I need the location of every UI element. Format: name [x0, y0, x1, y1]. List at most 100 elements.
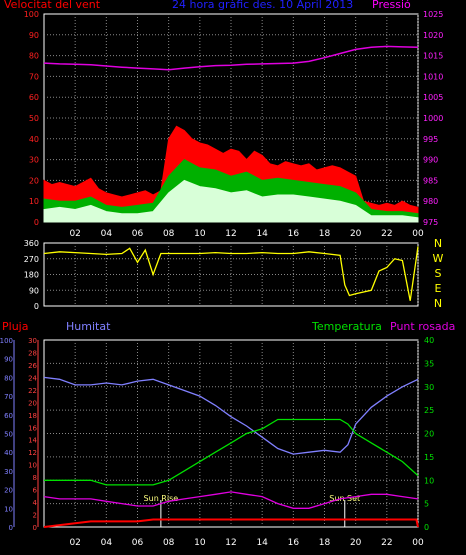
mid-y-tick-1: 90	[29, 286, 39, 295]
top-x-tick-10: 22	[381, 229, 392, 239]
bot-x-tick-3: 08	[163, 538, 175, 548]
humidity-axis-label: Humitat	[66, 320, 111, 333]
temp-tick-8: 40	[424, 336, 434, 345]
compass-label-3: E	[435, 282, 442, 295]
bot-x-tick-10: 22	[381, 538, 392, 548]
temp-tick-7: 35	[424, 359, 434, 368]
bot-x-tick-8: 18	[319, 538, 331, 548]
temperature-line	[44, 418, 419, 486]
top-y2-tick-4: 995	[423, 135, 438, 144]
top-x-tick-9: 20	[350, 229, 362, 239]
top-y2-tick-3: 990	[423, 156, 438, 165]
bot-x-tick-0: 02	[69, 538, 80, 548]
humidity-line	[43, 376, 419, 455]
top-y2-tick-2: 985	[423, 176, 438, 185]
rain-scale-tick-14: 28	[28, 349, 37, 357]
bot-x-tick-9: 20	[350, 538, 362, 548]
temp-tick-4: 20	[424, 430, 434, 439]
mid-y-tick-3: 270	[24, 255, 39, 264]
top-x-tick-1: 04	[101, 229, 113, 239]
pressure-axis-label: Pressió	[372, 0, 411, 11]
mid-y-tick-2: 180	[24, 271, 39, 280]
top-y2-tick-8: 1015	[423, 52, 443, 61]
bot-x-tick-1: 04	[101, 538, 113, 548]
temp-tick-5: 25	[424, 406, 434, 415]
humidity-scale-tick-5: 50	[4, 431, 13, 439]
top-y-tick-4: 40	[29, 135, 39, 144]
top-y-tick-10: 100	[24, 10, 39, 19]
top-y-tick-5: 50	[29, 114, 39, 123]
top-x-tick-8: 18	[319, 229, 331, 239]
compass-label-4: N	[434, 297, 442, 310]
top-y-tick-8: 80	[29, 52, 39, 61]
wind-pressure-chart: 0102030405060708090100975980985990995100…	[24, 10, 444, 239]
rain-scale-tick-11: 22	[28, 387, 37, 395]
bot-x-tick-2: 06	[132, 538, 144, 548]
humidity-scale-tick-2: 20	[4, 487, 13, 495]
rain-scale-tick-13: 26	[28, 362, 37, 370]
humidity-scale-tick-4: 40	[4, 449, 13, 457]
rain-scale-tick-2: 4	[33, 499, 38, 507]
top-x-tick-2: 06	[132, 229, 144, 239]
top-x-tick-11: 00	[412, 229, 424, 239]
chart-title: 24 hora gràfic des. 10 April 2013	[172, 0, 354, 11]
humidity-scale-tick-10: 100	[0, 337, 13, 345]
temp-tick-2: 10	[424, 476, 434, 485]
bot-x-tick-11: 00	[412, 538, 424, 548]
top-y2-tick-1: 980	[423, 197, 438, 206]
mid-y-tick-4: 360	[24, 239, 39, 248]
top-y-tick-0: 0	[34, 218, 39, 227]
mid-y-tick-0: 0	[34, 302, 39, 311]
top-x-tick-0: 02	[69, 229, 80, 239]
compass-label-0: N	[434, 237, 442, 250]
rain-scale-tick-12: 24	[28, 374, 37, 382]
top-y-tick-7: 70	[29, 72, 39, 81]
humidity-scale-tick-1: 10	[4, 505, 13, 513]
top-y2-tick-9: 1020	[423, 31, 443, 40]
top-y2-tick-10: 1025	[423, 10, 443, 19]
top-y2-tick-7: 1010	[423, 72, 443, 81]
wind-speed-axis-label: Velocitat del vent	[4, 0, 101, 11]
temp-tick-3: 15	[424, 453, 434, 462]
rain-axis-label: Pluja	[2, 320, 29, 333]
humidity-scale-tick-6: 60	[4, 412, 13, 420]
top-y-tick-9: 90	[29, 31, 39, 40]
bot-x-tick-5: 12	[225, 538, 236, 548]
temperature-humidity-chart: 0102030405060708090100024681012141618202…	[0, 336, 434, 548]
rain-scale-tick-8: 16	[28, 424, 37, 432]
top-x-tick-4: 10	[194, 229, 206, 239]
humidity-scale-tick-9: 90	[4, 356, 13, 364]
compass-label-1: W	[433, 252, 444, 265]
rain-scale-tick-4: 8	[33, 474, 37, 482]
bot-x-tick-7: 16	[288, 538, 300, 548]
rain-scale-tick-15: 30	[28, 337, 37, 345]
top-y-tick-6: 60	[29, 93, 39, 102]
top-y2-tick-6: 1005	[423, 93, 443, 102]
rain-scale-tick-1: 2	[33, 512, 37, 520]
sun-annotation-0: Sun Rise	[144, 494, 179, 503]
rain-line	[43, 518, 419, 528]
humidity-scale-tick-0: 0	[9, 524, 13, 532]
compass-label-2: S	[435, 267, 442, 280]
top-x-tick-3: 08	[163, 229, 175, 239]
rain-scale-tick-10: 20	[28, 399, 37, 407]
dewpoint-axis-label: Punt rosada	[390, 320, 456, 333]
rain-scale-tick-6: 12	[28, 449, 37, 457]
pressure-line	[43, 45, 419, 71]
bot-x-tick-4: 10	[194, 538, 206, 548]
top-y2-tick-0: 975	[423, 218, 438, 227]
temp-tick-0: 0	[424, 523, 429, 532]
rain-scale-tick-7: 14	[28, 437, 37, 445]
rain-scale-tick-5: 10	[28, 462, 37, 470]
top-y2-tick-5: 1000	[423, 114, 443, 123]
humidity-scale-tick-7: 70	[4, 393, 13, 401]
top-y-tick-1: 10	[29, 197, 39, 206]
top-x-tick-7: 16	[288, 229, 300, 239]
humidity-scale-tick-3: 30	[4, 468, 13, 476]
rain-scale-tick-9: 18	[28, 412, 37, 420]
top-x-tick-6: 14	[256, 229, 268, 239]
rain-scale-tick-0: 0	[33, 524, 37, 532]
top-y-tick-3: 30	[29, 156, 39, 165]
rain-scale-tick-3: 6	[33, 487, 38, 495]
